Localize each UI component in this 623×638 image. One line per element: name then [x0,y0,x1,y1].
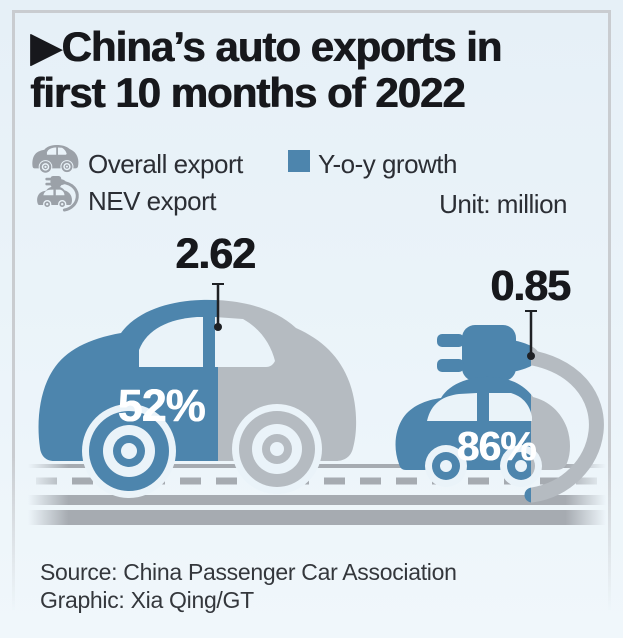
page-title-line-2: first 10 months of 2022 [30,69,465,116]
legend-overall-label: Overall export [88,149,243,179]
overall-export-value: 2.62 [175,230,256,278]
nev-car-blue-share [396,325,597,495]
nev-export-value: 0.85 [490,262,571,310]
pointer-nev-value [525,310,537,360]
nev-growth-label: 86% [456,423,536,469]
source-line: Source: China Passenger Car Association [40,559,457,585]
page-title-line-1: ▶China’s auto exports in [30,23,502,70]
legend-nev-label: NEV export [88,186,216,216]
unit-label: Unit: million [439,189,567,219]
legend-yoy-label: Y-o-y growth [318,149,458,179]
overall-export-icon [32,144,79,174]
yoy-growth-swatch [288,150,310,172]
nev-export-icon [35,174,79,212]
nev-export-car [396,325,597,495]
credit-line: Graphic: Xia Qing/GT [40,587,254,613]
overall-growth-label: 52% [117,380,205,431]
pointer-overall-value [212,283,224,331]
